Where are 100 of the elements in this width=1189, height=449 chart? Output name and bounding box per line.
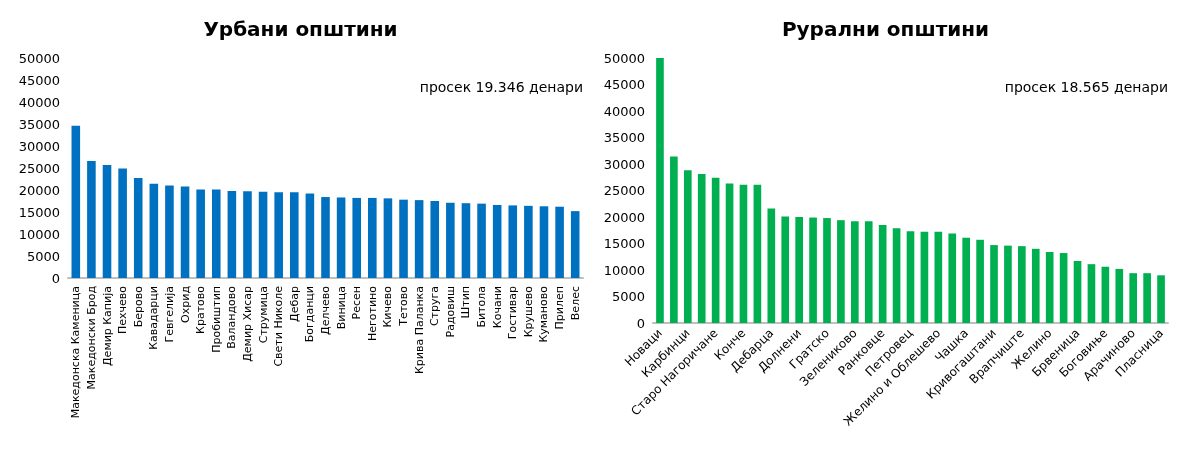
x-tick-label: Кичево [381, 285, 395, 328]
x-tick-label: Крушево [521, 285, 535, 338]
x-tick-label: Струмица [256, 286, 270, 344]
x-tick-label: Битола [475, 286, 489, 328]
x-tick-label: Пробиштип [209, 286, 223, 353]
y-tick-label: 45000 [603, 77, 645, 92]
bar [102, 164, 112, 278]
x-tick-label: Кочани [490, 286, 504, 329]
x-tick-label: Берово [131, 285, 145, 328]
y-tick-label: 30000 [18, 138, 60, 154]
x-tick-label: Валандово [225, 285, 239, 349]
y-tick-label: 30000 [603, 156, 645, 172]
bar [414, 200, 424, 278]
x-tick-label: Тетово [397, 285, 411, 327]
bar [118, 168, 127, 278]
x-tick-label: Кратово [194, 285, 208, 334]
bar [321, 197, 330, 278]
y-tick-label: 35000 [18, 116, 60, 132]
x-tick-label: Богданци [303, 286, 317, 343]
y-tick-label: 20000 [18, 182, 60, 198]
bar [555, 206, 564, 278]
bar [1031, 248, 1040, 323]
bar [823, 218, 831, 323]
bar [508, 205, 518, 278]
bar [711, 177, 720, 323]
y-tick-label: 50000 [603, 50, 645, 66]
bar [809, 217, 817, 323]
bar [683, 170, 692, 323]
bar [570, 211, 580, 278]
x-tick-label: Виница [334, 286, 348, 330]
x-tick-label: Велес [568, 286, 582, 321]
bar [492, 204, 502, 278]
bar [878, 224, 887, 323]
bar [165, 185, 174, 278]
bar [133, 178, 143, 278]
bar [290, 192, 299, 278]
y-tick-label: 5000 [26, 248, 60, 264]
bar [87, 160, 96, 278]
y-tick-label: 10000 [18, 226, 60, 242]
bar [227, 190, 237, 278]
bar [656, 58, 664, 323]
bar [767, 208, 776, 323]
bar [781, 216, 790, 323]
bar [892, 228, 901, 323]
x-tick-label: Гостивар [506, 285, 520, 340]
bar [211, 189, 221, 278]
bar [697, 174, 706, 323]
bar [1101, 266, 1110, 323]
y-tick-label: 0 [51, 270, 60, 286]
bar [837, 220, 845, 323]
bar [477, 203, 486, 278]
bar [383, 198, 393, 278]
y-tick-label: 25000 [603, 183, 645, 198]
x-tick-label: Неготино [365, 285, 379, 342]
bar [305, 193, 315, 278]
annotation: просек 18.565 денари [1004, 79, 1169, 95]
bar [430, 201, 440, 278]
bar [962, 237, 970, 323]
bar [934, 231, 943, 323]
y-tick-label: 15000 [18, 204, 60, 220]
x-tick-label: Македонски Брод [84, 285, 98, 390]
x-tick-label: Штип [459, 286, 473, 319]
bar [1143, 273, 1151, 323]
bar [1087, 264, 1096, 323]
bar [196, 189, 205, 278]
y-tick-label: 0 [636, 315, 645, 331]
x-tick-label: Пехчево [116, 285, 130, 335]
bar [71, 125, 81, 278]
x-tick-label: Македонска Каменица [69, 286, 83, 419]
y-tick-label: 20000 [603, 209, 645, 225]
x-tick-label: Ресен [350, 286, 364, 320]
annotation: просек 19.346 денари [419, 79, 584, 95]
bar [1018, 246, 1026, 323]
bar [1004, 245, 1012, 323]
y-tick-label: 5000 [611, 289, 645, 304]
x-tick-label: Демир Хисар [240, 285, 254, 362]
bar [243, 191, 252, 278]
x-tick-label: Гевгелија [162, 286, 176, 343]
bar [739, 184, 748, 323]
x-tick-label: Дебар [287, 285, 301, 322]
x-tick-label: Прилеп [553, 286, 567, 330]
bar [399, 199, 408, 278]
bar [1073, 260, 1082, 323]
bar [336, 197, 346, 278]
chart-title: Рурални општини [781, 17, 990, 41]
bar [725, 183, 734, 323]
y-tick-label: 40000 [18, 94, 60, 110]
y-tick-label: 50000 [18, 50, 60, 66]
bar [274, 192, 283, 278]
x-tick-label: Кавадарци [147, 286, 161, 350]
bar [1059, 253, 1068, 323]
x-tick-label: Демир Капија [100, 286, 114, 366]
bar [1129, 273, 1138, 323]
bar [920, 231, 929, 323]
bar [976, 239, 984, 323]
y-tick-label: 45000 [18, 72, 60, 88]
bar [524, 205, 533, 278]
bar [368, 197, 377, 278]
x-tick-label: Куманово [537, 285, 551, 343]
y-tick-label: 10000 [603, 262, 645, 278]
